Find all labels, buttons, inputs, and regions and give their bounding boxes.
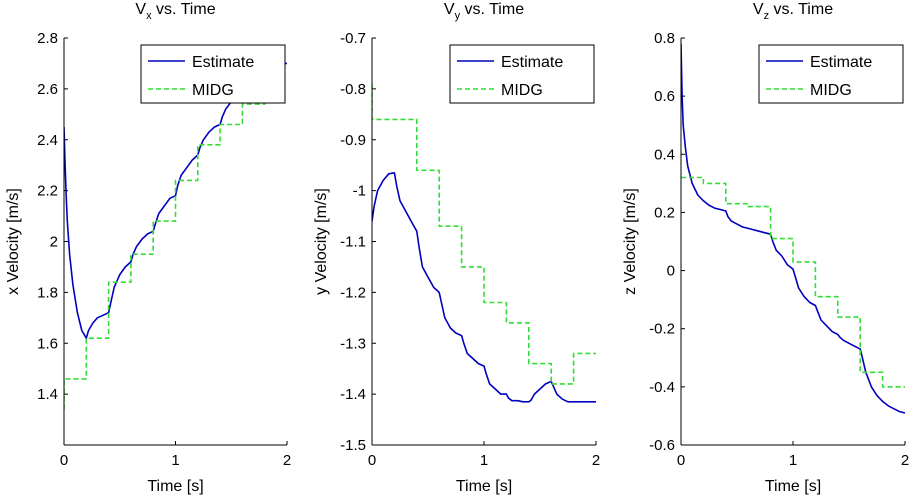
legend-box — [140, 44, 286, 104]
midg-series-line — [681, 176, 905, 388]
legend: Estimate MIDG — [449, 44, 595, 104]
y-tick-label: 0.8 — [654, 30, 675, 47]
series-group — [681, 43, 905, 414]
y-tick-label: 0.2 — [654, 204, 675, 221]
chart-title-rest: vs. Time — [460, 1, 524, 18]
estimate-legend-label: Estimate — [501, 54, 563, 71]
x-axis-label: Time [s] — [456, 478, 512, 495]
legend: Estimate MIDG — [758, 44, 904, 104]
chart-panel-x: 1.4 1.6 1.8 2 2.2 2.4 2.6 2.8 0 1 2 Time [s] x Veloc… — [5, 1, 291, 495]
y-tick-label: -1.4 — [340, 386, 366, 403]
legend: Estimate MIDG — [140, 44, 286, 104]
chart-title: Vx vs. Time — [135, 1, 215, 22]
y-axis-label: x Velocity [m/s] — [5, 188, 22, 295]
chart-panel-z: -0.6 -0.4 -0.2 0 0.2 0.4 0.6 0.8 0 1 2 Time [s] z Ve… — [622, 1, 909, 495]
y-tick-label: -1.2 — [340, 284, 366, 301]
chart-title-sub: y — [455, 10, 461, 22]
chart-title: Vz vs. Time — [753, 1, 833, 22]
x-tick-label: 1 — [789, 452, 797, 469]
x-axis-label: Time [s] — [765, 478, 821, 495]
y-tick-label: -0.7 — [340, 30, 366, 47]
y-tick-label: -1.1 — [340, 234, 366, 251]
estimate-series-line — [681, 43, 905, 414]
y-tick-label: -0.9 — [340, 132, 366, 149]
y-tick-label: 0.4 — [654, 146, 675, 163]
y-tick-label: 2.4 — [37, 132, 58, 149]
chart-title-main: V — [444, 1, 455, 18]
chart-title: Vy vs. Time — [444, 1, 524, 22]
midg-legend-label: MIDG — [501, 82, 543, 99]
midg-series-line — [372, 83, 596, 385]
chart-title-rest: vs. Time — [769, 1, 833, 18]
y-tick-label: 2.2 — [37, 183, 58, 200]
chart-title-sub: z — [764, 10, 770, 22]
chart-title-rest: vs. Time — [152, 1, 216, 18]
x-tick-label: 2 — [592, 452, 600, 469]
legend-box — [758, 44, 904, 104]
y-tick-label: 2.8 — [37, 30, 58, 47]
y-tick-label: -0.6 — [649, 437, 675, 454]
y-tick-label: -1 — [353, 183, 366, 200]
midg-legend-label: MIDG — [810, 82, 852, 99]
y-tick-label: -0.4 — [649, 379, 675, 396]
estimate-series-line — [372, 172, 596, 403]
estimate-legend-label: Estimate — [192, 54, 254, 71]
legend-box — [449, 44, 595, 104]
x-tick-label: 0 — [368, 452, 376, 469]
series-group — [372, 83, 596, 403]
y-axis-label: z Velocity [m/s] — [622, 188, 639, 295]
midg-series-line — [64, 80, 287, 410]
y-tick-label: -0.2 — [649, 321, 675, 338]
y-tick-label: 1.4 — [37, 386, 58, 403]
midg-legend-label: MIDG — [192, 82, 234, 99]
x-tick-label: 1 — [171, 452, 179, 469]
y-axis-label: y Velocity [m/s] — [313, 188, 330, 295]
y-tick-label: -1.3 — [340, 335, 366, 352]
series-group — [64, 62, 287, 410]
x-axis-label: Time [s] — [147, 478, 203, 495]
y-tick-label: 1.6 — [37, 335, 58, 352]
chart-title-main: V — [135, 1, 146, 18]
y-tick-label: 2 — [50, 234, 58, 251]
x-tick-label: 2 — [283, 452, 291, 469]
y-tick-label: 0 — [667, 263, 675, 280]
y-tick-label: 0.6 — [654, 88, 675, 105]
y-tick-label: 1.8 — [37, 284, 58, 301]
y-tick-label: 2.6 — [37, 81, 58, 98]
y-tick-label: -1.5 — [340, 437, 366, 454]
x-tick-label: 0 — [677, 452, 685, 469]
chart-title-sub: x — [146, 10, 152, 22]
chart-title-main: V — [753, 1, 764, 18]
chart-panel-y: -1.5 -1.4 -1.3 -1.2 -1.1 -1 -0.9 -0.8 -0.7 0 1 2 Tim… — [313, 1, 600, 495]
x-tick-label: 2 — [901, 452, 909, 469]
x-tick-label: 0 — [60, 452, 68, 469]
estimate-legend-label: Estimate — [810, 54, 872, 71]
x-tick-label: 1 — [480, 452, 488, 469]
y-tick-label: -0.8 — [340, 81, 366, 98]
